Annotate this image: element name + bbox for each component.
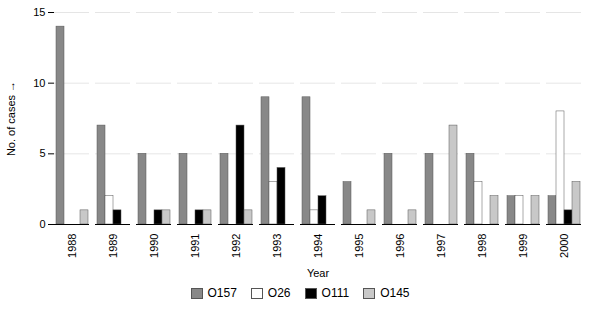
svg-text:1995: 1995: [353, 234, 365, 258]
svg-text:1993: 1993: [271, 234, 283, 258]
svg-text:1989: 1989: [107, 234, 119, 258]
svg-text:1991: 1991: [189, 234, 201, 258]
svg-text:1990: 1990: [148, 234, 160, 258]
html-text:O111: O111: [321, 286, 350, 300]
svg-text:1992: 1992: [230, 234, 242, 258]
svg-text:5: 5: [39, 147, 45, 159]
html-text:O157: O157: [207, 286, 237, 300]
html-text:O145: O145: [380, 286, 410, 300]
svg-text:1997: 1997: [435, 234, 447, 258]
svg-text:10: 10: [33, 77, 45, 89]
svg-text:Year: Year: [307, 267, 330, 279]
svg-text:1994: 1994: [312, 234, 324, 258]
html-text:O26: O26: [267, 286, 291, 300]
svg-text:15: 15: [33, 6, 45, 18]
svg-text:No. of cases →: No. of cases →: [5, 81, 17, 156]
svg-text:1998: 1998: [476, 234, 488, 258]
svg-text:1999: 1999: [517, 234, 529, 258]
svg-text:0: 0: [39, 218, 45, 230]
svg-text:1988: 1988: [66, 234, 78, 258]
svg-text:1996: 1996: [394, 234, 406, 258]
svg-text:2000: 2000: [558, 234, 570, 258]
